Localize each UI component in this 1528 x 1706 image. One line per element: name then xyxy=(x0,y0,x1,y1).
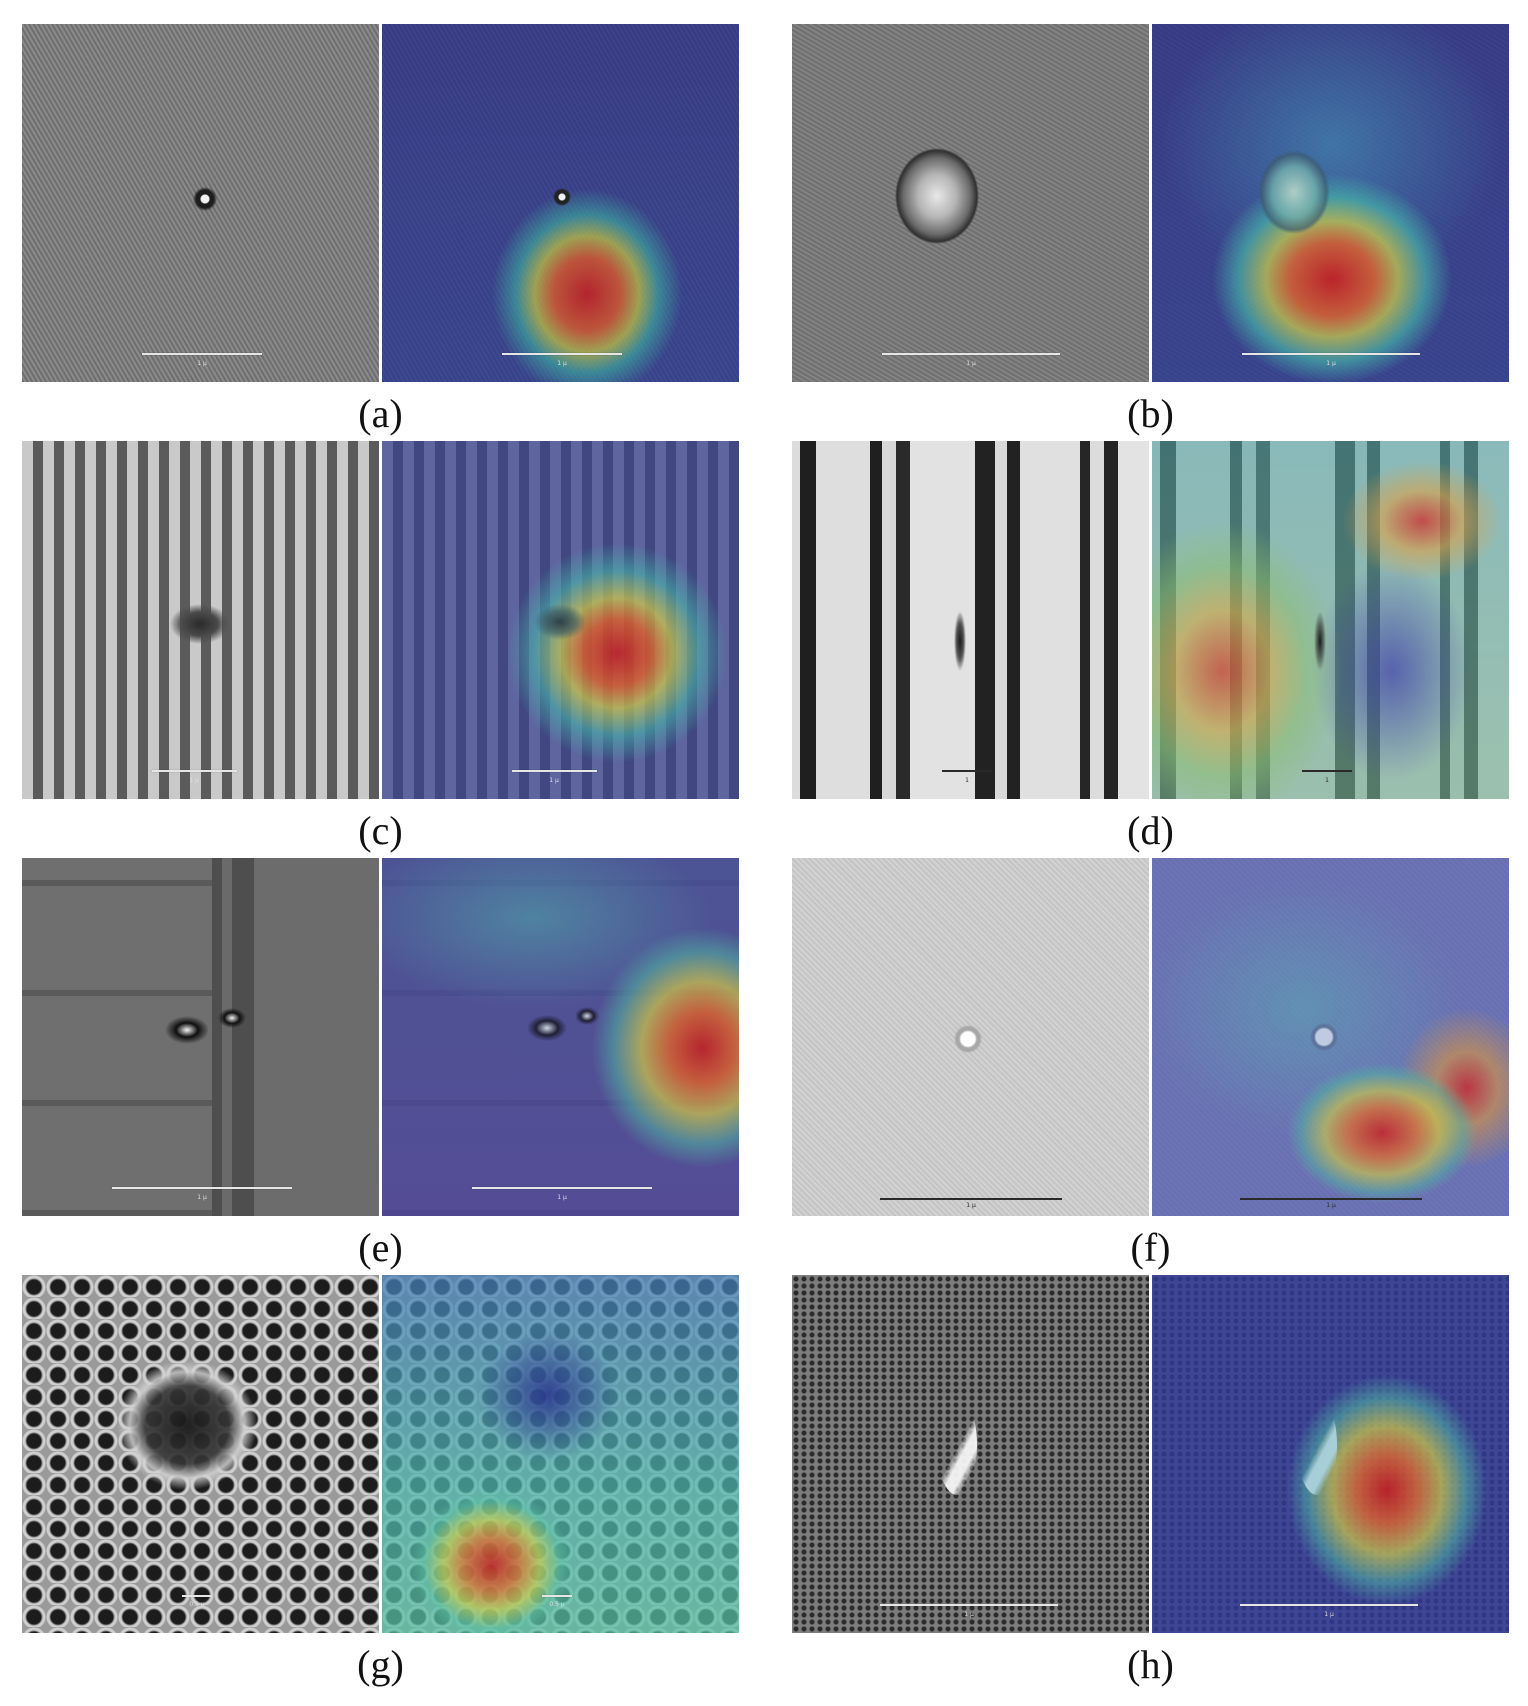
panel-divider xyxy=(379,1275,382,1633)
scale-bar-label: 1 µ xyxy=(1326,360,1336,367)
heatmap-overlay-b: 1 µ xyxy=(1152,24,1509,382)
panel-divider xyxy=(1149,441,1152,799)
panel-caption-d: (d) xyxy=(1127,808,1174,853)
scale-bar xyxy=(472,1187,652,1189)
scale-bar xyxy=(1242,353,1420,355)
sem-image-b: 1 µ xyxy=(792,24,1149,382)
panel-divider xyxy=(379,24,382,382)
scale-bar xyxy=(1240,1604,1418,1606)
scale-bar-label: 1 µ xyxy=(197,1194,207,1201)
heatmap-overlay-c: 1 µ xyxy=(382,441,739,799)
sem-image-c: 1 µ xyxy=(22,441,379,799)
scale-bar xyxy=(1302,770,1352,772)
scale-bar-label: 1 xyxy=(965,777,969,784)
sem-image-g: 0.5 µ xyxy=(22,1275,379,1633)
panel-divider xyxy=(1149,24,1152,382)
figure-panel-a: 1 µ 1 µ xyxy=(22,24,739,382)
heatmap-overlay-h: 1 µ xyxy=(1152,1275,1509,1633)
scale-bar-label: 1 µ xyxy=(197,360,207,367)
scale-bar xyxy=(182,1595,212,1597)
sem-image-e: 1 µ xyxy=(22,858,379,1216)
scale-bar-label: 1 µ xyxy=(557,1194,567,1201)
scale-bar-label: 1 µ xyxy=(1326,1202,1336,1209)
sem-image-h: 1 µ xyxy=(792,1275,1149,1633)
scale-bar-label: 1 µ xyxy=(549,777,559,784)
heatmap-overlay-f: 1 µ xyxy=(1152,858,1509,1216)
scale-bar-label: 1 µ xyxy=(189,777,199,784)
panel-caption-e: (e) xyxy=(358,1225,403,1270)
figure-panel-b: 1 µ 1 µ xyxy=(792,24,1509,382)
scale-bar-label: 1 xyxy=(1325,777,1329,784)
panel-divider xyxy=(1149,858,1152,1216)
figure-panel-f: 1 µ 1 µ xyxy=(792,858,1509,1216)
heatmap-overlay-e: 1 µ xyxy=(382,858,739,1216)
panel-caption-f: (f) xyxy=(1130,1225,1171,1270)
scale-bar xyxy=(512,770,597,772)
scale-bar xyxy=(880,1198,1062,1200)
scale-bar-label: 1 µ xyxy=(557,360,567,367)
panel-divider xyxy=(1149,1275,1152,1633)
figure-panel-c: 1 µ 1 µ xyxy=(22,441,739,799)
scale-bar xyxy=(880,1604,1058,1606)
sem-image-a: 1 µ xyxy=(22,24,379,382)
scale-bar xyxy=(142,353,262,355)
panel-divider xyxy=(379,858,382,1216)
scale-bar xyxy=(502,353,622,355)
scale-bar-label: 1 µ xyxy=(966,1202,976,1209)
heatmap-overlay-d: 1 xyxy=(1152,441,1509,799)
scale-bar-label: 1 µ xyxy=(964,1611,974,1618)
scale-bar xyxy=(542,1595,572,1597)
heatmap-overlay-a: 1 µ xyxy=(382,24,739,382)
panel-caption-c: (c) xyxy=(358,808,403,853)
figure-panel-d: 1 1 xyxy=(792,441,1509,799)
scale-bar xyxy=(882,353,1060,355)
scale-bar-label: 1 µ xyxy=(966,360,976,367)
panel-caption-g: (g) xyxy=(357,1642,404,1687)
scale-bar xyxy=(942,770,992,772)
scale-bar-label: 0.5 µ xyxy=(189,1601,205,1608)
sem-image-f: 1 µ xyxy=(792,858,1149,1216)
figure-panel-g: 0.5 µ 0.5 µ xyxy=(22,1275,739,1633)
scale-bar xyxy=(112,1187,292,1189)
scale-bar-label: 0.5 µ xyxy=(549,1601,565,1608)
panel-caption-b: (b) xyxy=(1127,391,1174,436)
figure-panel-h: 1 µ 1 µ xyxy=(792,1275,1509,1633)
scale-bar xyxy=(152,770,237,772)
panel-divider xyxy=(379,441,382,799)
panel-caption-a: (a) xyxy=(358,391,403,436)
figure-panel-e: 1 µ 1 µ xyxy=(22,858,739,1216)
panel-caption-h: (h) xyxy=(1127,1642,1174,1687)
scale-bar-label: 1 µ xyxy=(1324,1611,1334,1618)
heatmap-overlay-g: 0.5 µ xyxy=(382,1275,739,1633)
scale-bar xyxy=(1240,1198,1422,1200)
sem-image-d: 1 xyxy=(792,441,1149,799)
